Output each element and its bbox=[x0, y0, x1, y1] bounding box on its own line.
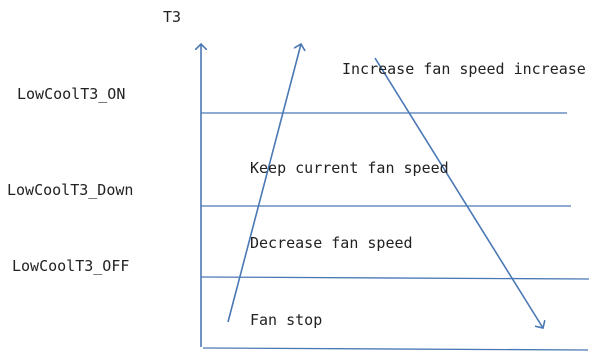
rising-temperature-arrow bbox=[227, 44, 301, 323]
threshold-label-on: LowCoolT3_ON bbox=[17, 85, 125, 103]
baseline-line bbox=[202, 347, 589, 351]
threshold-line-off bbox=[200, 276, 590, 280]
zone-label-keep: Keep current fan speed bbox=[250, 159, 449, 177]
zone-label-stop: Fan stop bbox=[250, 311, 322, 329]
threshold-label-off: LowCoolT3_OFF bbox=[12, 257, 129, 275]
zone-label-increase: Increase fan speed increase bbox=[342, 60, 586, 78]
axis-label-t3: T3 bbox=[163, 8, 181, 26]
falling-temperature-arrow bbox=[374, 57, 543, 328]
zone-label-decrease: Decrease fan speed bbox=[250, 234, 413, 252]
threshold-label-down: LowCoolT3_Down bbox=[7, 181, 133, 199]
